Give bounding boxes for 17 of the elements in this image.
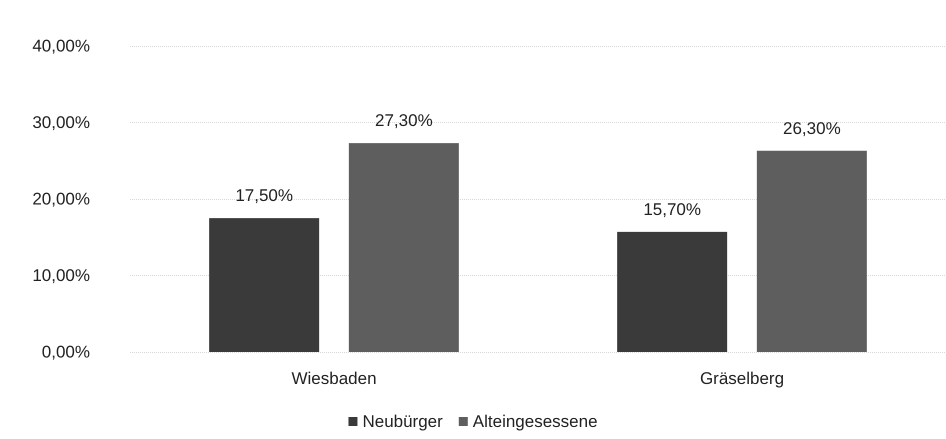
data-label: 27,30% (375, 111, 433, 130)
data-label: 15,70% (643, 200, 701, 219)
y-tick-label: 10,00% (32, 266, 90, 285)
y-tick-label: 0,00% (42, 342, 90, 362)
data-label: 17,50% (235, 186, 293, 206)
bar (348, 143, 459, 352)
bar (756, 150, 867, 352)
x-tick-label: Wiesbaden (291, 369, 377, 388)
data-label: 26,30% (783, 118, 841, 138)
y-tick-label: 40,00% (32, 36, 90, 56)
x-tick-label: Gräselberg (700, 369, 784, 388)
y-tick-label: 30,00% (32, 113, 90, 132)
bar (617, 232, 728, 352)
legend-label: Neubürger (362, 412, 444, 431)
bar (209, 218, 320, 352)
y-tick-label: 20,00% (32, 190, 90, 208)
legend-label: Alteingesessene (472, 412, 598, 431)
